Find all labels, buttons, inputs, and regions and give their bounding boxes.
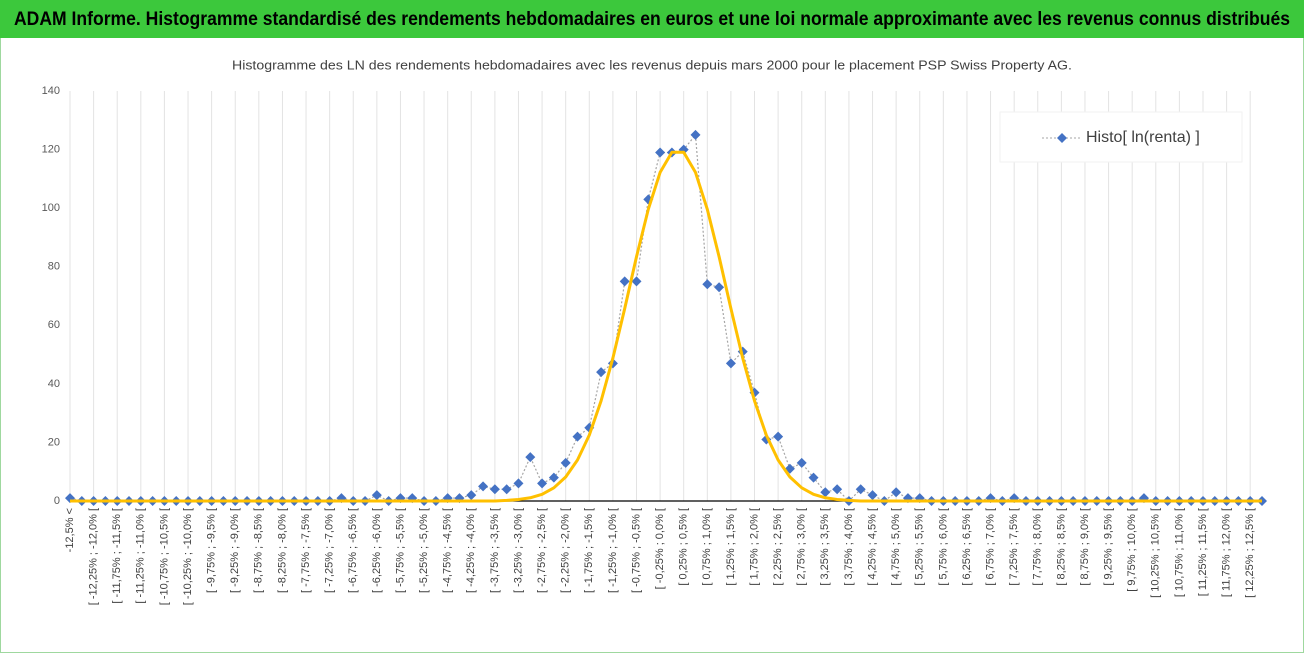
legend-box <box>999 111 1243 163</box>
x-tick-label: [ -6,75% ; -6,5% [ <box>347 508 359 593</box>
x-tick-label: [ 8,25% ; 8,5% [ <box>1055 508 1067 586</box>
x-tick-label: [ 9,25% ; 9,5% [ <box>1102 508 1114 586</box>
data-point <box>832 484 843 495</box>
x-tick-label: [ -9,25% ; -9,0% [ <box>229 508 241 593</box>
x-tick-label: [ 0,25% ; 0,5% [ <box>678 508 690 586</box>
x-tick-label: [ 10,25% ; 10,5% [ <box>1150 508 1162 598</box>
data-point <box>560 457 571 468</box>
data-point <box>796 457 807 468</box>
data-point <box>773 431 784 442</box>
y-tick-label: 60 <box>48 319 60 331</box>
data-point <box>513 478 524 489</box>
x-tick-label: [ -0,25% ; 0,0% [ <box>654 508 666 589</box>
x-tick-label: [ 5,75% ; 6,0% [ <box>937 508 949 586</box>
data-point <box>867 490 878 501</box>
data-point <box>537 478 548 489</box>
x-tick-label: [ -8,25% ; -8,0% [ <box>276 508 288 593</box>
x-tick-label: [ 12,25% ; 12,5% [ <box>1244 508 1256 598</box>
y-tick-label: 0 <box>54 495 60 507</box>
header-title: ADAM Informe. Histogramme standardisé de… <box>14 9 1290 30</box>
x-tick-label: [ -2,25% ; -2,0% [ <box>560 508 572 593</box>
x-tick-label: [ 5,25% ; 5,5% [ <box>914 508 926 586</box>
x-tick-label: [ -5,75% ; -5,5% [ <box>394 508 406 593</box>
x-tick-label: [ 3,25% ; 3,5% [ <box>819 508 831 586</box>
y-tick-label: 20 <box>48 436 60 448</box>
x-tick-label: [ -2,75% ; -2,5% [ <box>536 508 548 593</box>
x-tick-label: [ 4,75% ; 5,0% [ <box>890 508 902 586</box>
x-tick-label: [ 1,75% ; 2,0% [ <box>748 508 760 586</box>
x-tick-label: [ 7,25% ; 7,5% [ <box>1008 508 1020 586</box>
x-tick-label: [ -4,75% ; -4,5% [ <box>442 508 454 593</box>
data-point <box>596 367 607 378</box>
data-point <box>690 129 701 140</box>
x-tick-label: [ 3,75% ; 4,0% [ <box>843 508 855 586</box>
x-tick-label: [ 9,75% ; 10,0% [ <box>1126 508 1138 592</box>
legend-marker <box>1057 133 1067 143</box>
x-tick-label: [ -1,75% ; -1,5% [ <box>583 508 595 593</box>
x-tick-label: [ -7,25% ; -7,0% [ <box>324 508 336 593</box>
chart-title: Histogramme des LN des rendements hebdom… <box>232 57 1072 72</box>
y-tick-label: 40 <box>48 378 60 390</box>
data-point <box>371 490 382 501</box>
x-tick-label: [ 11,75% ; 12,0% [ <box>1221 508 1233 597</box>
data-point <box>525 452 536 463</box>
data-point <box>714 282 725 293</box>
x-tick-label: [ 11,25% ; 11,5% [ <box>1197 508 1209 596</box>
data-point <box>466 490 477 501</box>
data-point <box>655 147 666 158</box>
data-point <box>501 484 512 495</box>
x-tick-label: [ -8,75% ; -8,5% [ <box>253 508 265 593</box>
data-point <box>489 484 500 495</box>
legend-label: Histo[ ln(renta) ] <box>1086 129 1200 146</box>
x-tick-label: [ -4,25% ; -4,0% [ <box>465 508 477 593</box>
x-tick-label: [ 0,75% ; 1,0% [ <box>701 508 713 586</box>
x-tick-label: [ -10,75% ; -10,5% [ <box>158 508 170 605</box>
x-tick-label: [ -12,25% ; -12,0% [ <box>88 508 100 605</box>
x-tick-label: [ -3,25% ; -3,0% [ <box>512 508 524 593</box>
y-tick-label: 100 <box>42 202 60 214</box>
x-tick-label: [ -11,75% ; -11,5% [ <box>111 508 123 604</box>
x-tick-label: [ 2,75% ; 3,0% [ <box>796 508 808 586</box>
x-tick-label: [ 8,75% ; 9,0% [ <box>1079 508 1091 586</box>
x-tick-label: [ -5,25% ; -5,0% [ <box>418 508 430 593</box>
y-tick-label: 80 <box>48 261 60 273</box>
y-tick-label: 120 <box>42 143 60 155</box>
x-tick-label: -12,5% < <box>64 508 76 552</box>
x-tick-label: [ 7,75% ; 8,0% [ <box>1032 508 1044 586</box>
header-bar <box>0 0 1304 38</box>
data-point <box>572 431 583 442</box>
data-point <box>891 487 902 498</box>
data-point <box>808 472 819 483</box>
x-tick-label: [ -6,25% ; -6,0% [ <box>371 508 383 593</box>
x-tick-label: [ -0,75% ; -0,5% [ <box>630 508 642 593</box>
x-tick-label: [ 6,25% ; 6,5% [ <box>961 508 973 586</box>
x-tick-label: [ 6,75% ; 7,0% [ <box>984 508 996 586</box>
data-point <box>725 358 736 369</box>
data-point <box>820 487 831 498</box>
data-point <box>702 279 713 290</box>
series-line <box>70 150 1262 503</box>
x-tick-label: [ -3,75% ; -3,5% [ <box>489 508 501 593</box>
x-tick-label: [ -1,25% ; -1,0% [ <box>607 508 619 593</box>
x-tick-label: [ -7,75% ; -7,5% [ <box>300 508 312 593</box>
x-tick-label: [ 4,25% ; 4,5% [ <box>866 508 878 586</box>
data-point <box>855 484 866 495</box>
x-tick-label: [ 2,25% ; 2,5% [ <box>772 508 784 586</box>
x-tick-label: [ -9,75% ; -9,5% [ <box>206 508 218 593</box>
data-point <box>631 276 642 287</box>
y-tick-label: 140 <box>42 85 60 97</box>
data-point <box>619 276 630 287</box>
data-point <box>478 481 489 492</box>
x-tick-label: [ -11,25% ; -11,0% [ <box>135 508 147 604</box>
data-point <box>548 472 559 483</box>
x-tick-label: [ -10,25% ; -10,0% [ <box>182 508 194 605</box>
x-tick-label: [ 10,75% ; 11,0% [ <box>1173 508 1185 597</box>
x-tick-label: [ 1,25% ; 1,5% [ <box>725 508 737 586</box>
